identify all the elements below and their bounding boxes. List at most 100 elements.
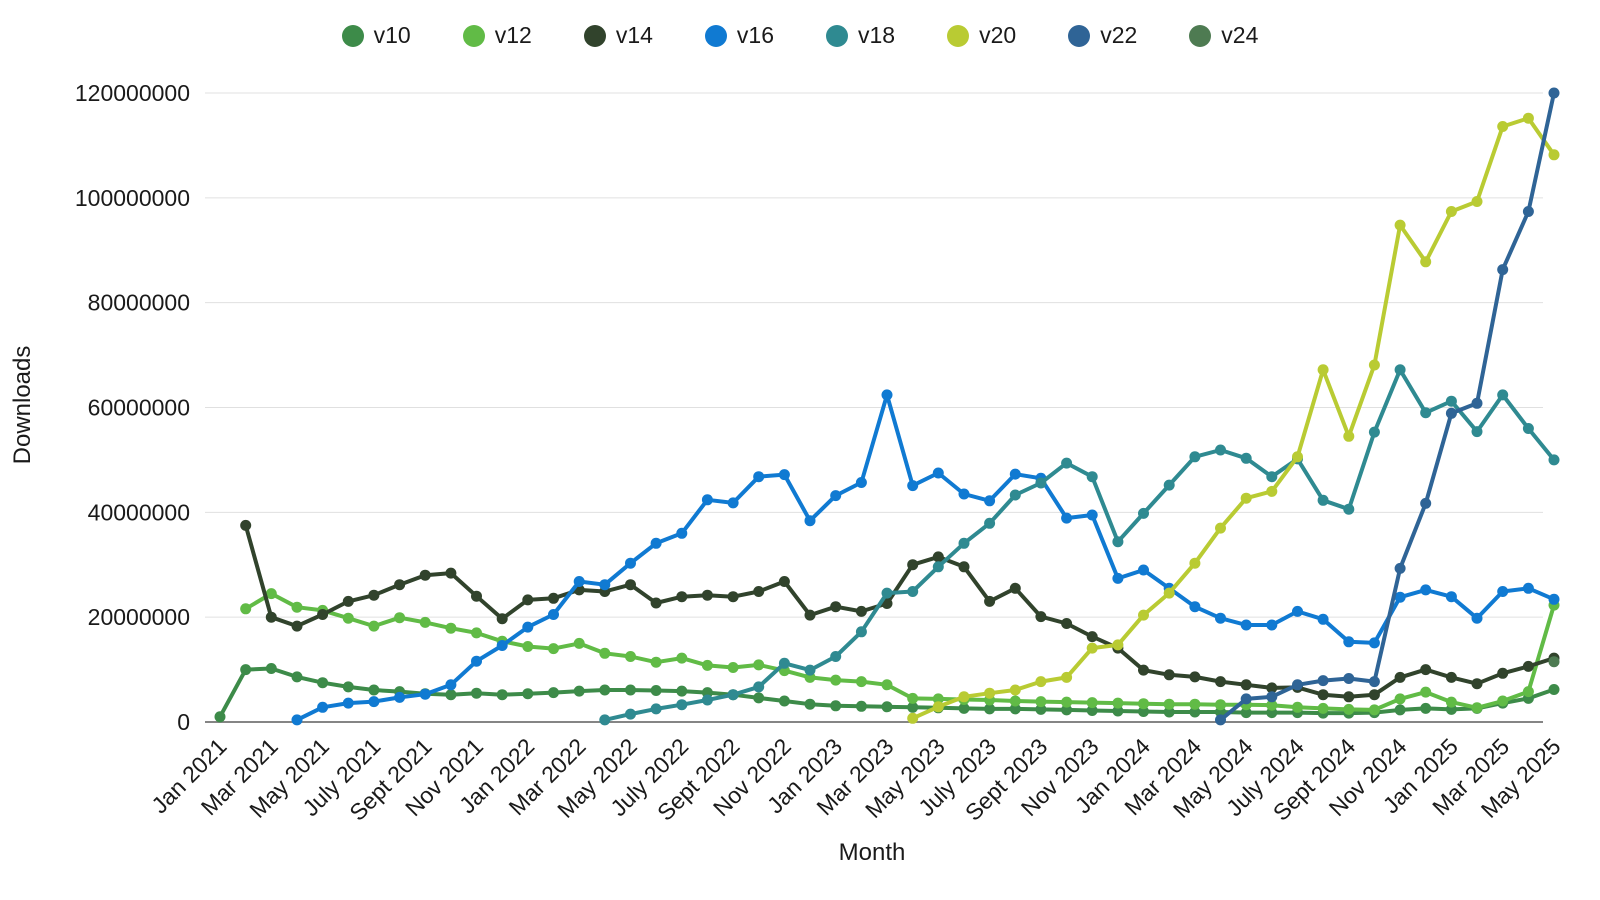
data-point-v20 [1471, 196, 1483, 207]
data-point-v12 [1163, 698, 1175, 710]
data-point-v10 [368, 684, 380, 696]
data-point-v12 [342, 612, 354, 624]
data-point-v20 [1061, 671, 1073, 683]
y-tick-label: 80000000 [88, 290, 190, 316]
data-point-v10 [958, 702, 970, 714]
data-point-v14 [419, 569, 431, 581]
data-point-v16 [881, 389, 893, 401]
data-point-v20 [932, 701, 944, 713]
data-point-v10 [496, 689, 508, 701]
data-point-v16 [1061, 512, 1073, 524]
y-tick-label: 0 [177, 709, 190, 735]
data-point-v14 [548, 592, 559, 604]
data-point-v18 [958, 537, 970, 549]
data-point-v18 [804, 664, 816, 676]
data-point-v16 [1138, 564, 1149, 576]
data-point-v12 [727, 662, 739, 673]
data-point-v16 [1317, 613, 1329, 625]
data-point-v20 [1086, 642, 1098, 654]
data-point-v14 [291, 620, 303, 632]
data-point-v14 [1035, 611, 1047, 623]
data-point-v16 [291, 714, 303, 726]
data-point-v16 [932, 467, 944, 479]
data-point-v12 [1112, 697, 1124, 709]
data-point-v14 [958, 561, 970, 573]
data-point-v20 [984, 687, 996, 699]
series-line-v12 [243, 591, 1556, 712]
data-point-v20 [1163, 587, 1175, 599]
y-tick-label: 100000000 [75, 185, 190, 211]
data-point-v14 [1471, 678, 1483, 690]
data-point-v18 [1009, 489, 1021, 501]
data-point-v16 [1292, 605, 1303, 617]
data-point-v16 [727, 497, 739, 509]
data-point-v14 [830, 601, 842, 613]
data-point-v20 [1240, 492, 1252, 504]
legend-swatch-v20 [947, 24, 970, 47]
legend: v10 v12 v14 v16 v18 v20 v22 v24 [0, 22, 1600, 49]
data-point-v16 [419, 688, 431, 700]
data-point-v18 [1445, 395, 1457, 407]
data-point-v16 [1343, 636, 1355, 648]
data-point-v14 [984, 595, 996, 607]
data-point-v22 [1445, 407, 1457, 419]
data-point-v14 [753, 586, 765, 597]
data-point-v20 [1368, 359, 1380, 371]
data-point-v14 [625, 579, 636, 591]
data-point-v18 [1343, 503, 1355, 515]
legend-label-v20: v20 [979, 22, 1017, 48]
data-point-v14 [471, 590, 482, 602]
data-point-v16 [1009, 468, 1021, 480]
data-point-v20 [1420, 256, 1432, 268]
data-point-v20 [907, 712, 919, 724]
data-point-v22 [1548, 87, 1560, 99]
series-v18 [599, 364, 1560, 726]
data-point-v16 [1471, 612, 1483, 624]
legend-item-v22: v22 [1068, 22, 1137, 49]
data-point-v20 [1522, 112, 1534, 124]
data-point-v10 [1035, 703, 1047, 715]
data-point-v12 [419, 616, 431, 628]
data-point-v12 [1138, 698, 1149, 710]
data-point-v20 [1394, 219, 1406, 231]
data-point-v22 [1522, 206, 1534, 217]
legend-label-v24: v24 [1221, 22, 1259, 48]
data-point-v20 [1317, 364, 1329, 376]
data-point-v18 [1420, 407, 1432, 419]
data-point-v14 [1266, 682, 1278, 694]
data-point-v14 [1189, 671, 1201, 683]
data-point-v18 [727, 689, 739, 701]
data-point-v14 [1009, 582, 1021, 594]
data-point-v12 [394, 612, 406, 624]
series-v16 [291, 389, 1560, 726]
data-point-v20 [1266, 485, 1278, 497]
data-point-v12 [1394, 693, 1406, 705]
data-point-v10 [881, 701, 893, 713]
data-point-v16 [830, 490, 842, 502]
data-point-v12 [1266, 699, 1278, 711]
data-point-v12 [1189, 698, 1201, 710]
data-point-v20 [1292, 451, 1303, 463]
series-v20 [907, 112, 1560, 724]
data-point-v12 [676, 652, 688, 664]
data-point-v14 [522, 594, 534, 606]
data-point-v16 [650, 537, 662, 549]
data-point-v14 [701, 589, 713, 601]
data-point-v18 [855, 626, 867, 638]
series-line-v20 [910, 116, 1556, 721]
data-point-v14 [932, 551, 944, 563]
data-point-v10 [907, 701, 919, 713]
y-tick-label: 20000000 [88, 604, 190, 630]
data-point-v14 [650, 597, 662, 609]
data-point-v10 [778, 695, 790, 707]
legend-swatch-v10 [341, 24, 364, 47]
data-point-v18 [1497, 389, 1509, 401]
data-point-v10 [214, 711, 226, 723]
legend-item-v12: v12 [462, 22, 532, 49]
legend-item-v20: v20 [947, 22, 1016, 49]
data-point-v14 [496, 613, 508, 625]
data-point-v18 [1061, 457, 1073, 469]
data-point-v12 [599, 647, 611, 659]
